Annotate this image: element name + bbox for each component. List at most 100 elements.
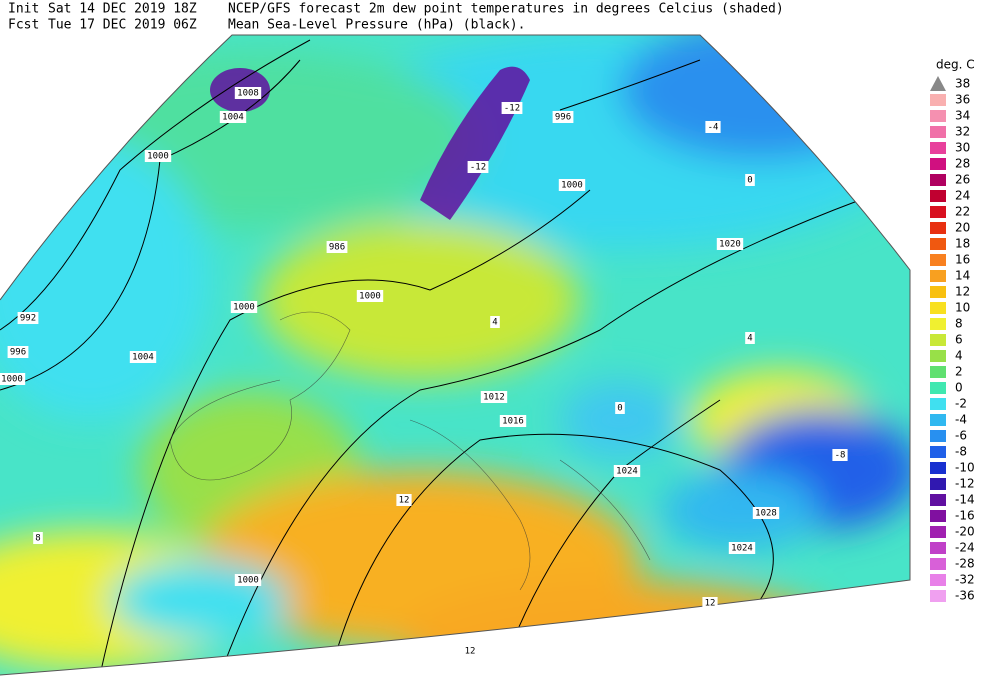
legend-label: -4 — [955, 413, 967, 427]
dewpoint-label: 8 — [35, 534, 40, 544]
legend-label: 10 — [955, 301, 970, 315]
legend-label: 30 — [955, 141, 970, 155]
legend-swatch — [930, 558, 946, 570]
isobar-label-box — [728, 542, 756, 554]
isobar-label: 992 — [20, 314, 36, 324]
legend-label: 18 — [955, 237, 970, 251]
legend-label: -2 — [955, 397, 967, 411]
legend-label: -36 — [955, 589, 975, 603]
legend-label: -20 — [955, 525, 975, 539]
dewpoint-label-box — [490, 316, 500, 328]
legend-label: 4 — [955, 349, 963, 363]
legend-swatch — [930, 174, 946, 186]
legend-label: -16 — [955, 509, 975, 523]
isobar-label-box — [7, 346, 29, 358]
init-label: Init — [8, 2, 39, 17]
coastlines — [169, 311, 651, 591]
legend-swatch — [930, 254, 946, 266]
isobar-label-box — [234, 87, 262, 99]
legend-swatch — [930, 350, 946, 362]
dewpoint-label: 12 — [399, 496, 410, 506]
isobar-label: 1012 — [483, 393, 505, 403]
legend-label: 6 — [955, 333, 963, 347]
isobar-label: 1024 — [731, 544, 753, 554]
legend-swatch — [930, 494, 946, 506]
dewpoint-label: 0 — [747, 176, 752, 186]
legend-swatch — [930, 126, 946, 138]
legend-swatch — [930, 110, 946, 122]
legend-label: 26 — [955, 173, 970, 187]
legend-label: -24 — [955, 541, 975, 555]
legend-swatch — [930, 430, 946, 442]
isobar-label: 1000 — [1, 375, 23, 385]
legend-swatch — [930, 510, 946, 522]
legend-swatch — [930, 142, 946, 154]
isobar-label: 1024 — [616, 467, 638, 477]
isobar-label-box — [613, 465, 641, 477]
legend-swatch — [930, 270, 946, 282]
map-outline — [0, 34, 911, 676]
legend-arrow — [930, 76, 946, 91]
dewpoint-label-box — [615, 402, 625, 414]
legend-label: 34 — [955, 109, 970, 123]
isobar-label-box — [558, 179, 586, 191]
dewpoint-label-box — [702, 597, 718, 609]
isobar-label-box — [752, 507, 780, 519]
dewpoint-label-box — [33, 532, 43, 544]
dewpoint-label: 4 — [492, 318, 497, 328]
legend-label: -14 — [955, 493, 975, 507]
legend-swatch — [930, 462, 946, 474]
legend-label: -10 — [955, 461, 975, 475]
isobar-label: 1000 — [147, 152, 169, 162]
legend-label: 28 — [955, 157, 970, 171]
dewpoint-label-box — [462, 645, 478, 657]
legend-label: -28 — [955, 557, 975, 571]
isobar-label: 1000 — [237, 576, 259, 586]
dewpoint-label: -12 — [504, 104, 520, 114]
fcst-label: Fcst — [8, 18, 39, 33]
isobar-label: 1008 — [237, 89, 259, 99]
dewpoint-label: -8 — [835, 451, 846, 461]
legend-swatch — [930, 190, 946, 202]
map-labels: 1008 1004 1000 996 1000 986 1000 1000 992 996 1004… — [0, 87, 848, 657]
legend-label: 8 — [955, 317, 963, 331]
legend-label: -6 — [955, 429, 967, 443]
isobar-label: 986 — [329, 243, 345, 253]
legend-swatch — [930, 478, 946, 490]
dewpoint-label: 12 — [705, 599, 716, 609]
legend-swatch — [930, 334, 946, 346]
dewpoint-label: 4 — [747, 334, 752, 344]
fcst-time: Tue 17 DEC 2019 06Z — [48, 18, 197, 33]
isobar-label: 996 — [10, 348, 26, 358]
dewpoint-label-box — [467, 161, 489, 173]
isobar-label-box — [326, 241, 348, 253]
header: Init Sat 14 DEC 2019 18Z NCEP/GFS foreca… — [8, 2, 784, 33]
title-line: NCEP/GFS forecast 2m dew point temperatu… — [228, 2, 784, 17]
dewpoint-label: -12 — [470, 163, 486, 173]
legend-swatch — [930, 302, 946, 314]
legend-label: 0 — [955, 381, 963, 395]
legend-label: -32 — [955, 573, 975, 587]
isobar-label: 1020 — [719, 240, 741, 250]
isobar-label-box — [499, 415, 527, 427]
init-time: Sat 14 DEC 2019 18Z — [48, 2, 197, 17]
dewpoint-label: -4 — [708, 123, 719, 133]
dewpoint-label-box — [501, 102, 523, 114]
legend-label: -12 — [955, 477, 975, 491]
legend-swatch — [930, 222, 946, 234]
legend-swatch — [930, 398, 946, 410]
legend-swatch — [930, 94, 946, 106]
dewpoint-label-box — [832, 449, 848, 461]
dewpoint-label-box — [396, 494, 412, 506]
isobar-label: 1004 — [222, 113, 244, 123]
legend-label: 16 — [955, 253, 970, 267]
legend-label: 12 — [955, 285, 970, 299]
isobar-label: 1004 — [132, 353, 154, 363]
isobar-label-box — [17, 312, 39, 324]
isobar-label-box — [144, 150, 172, 162]
legend-label: 14 — [955, 269, 970, 283]
isobar-label-box — [356, 290, 384, 302]
isobars — [0, 39, 861, 675]
